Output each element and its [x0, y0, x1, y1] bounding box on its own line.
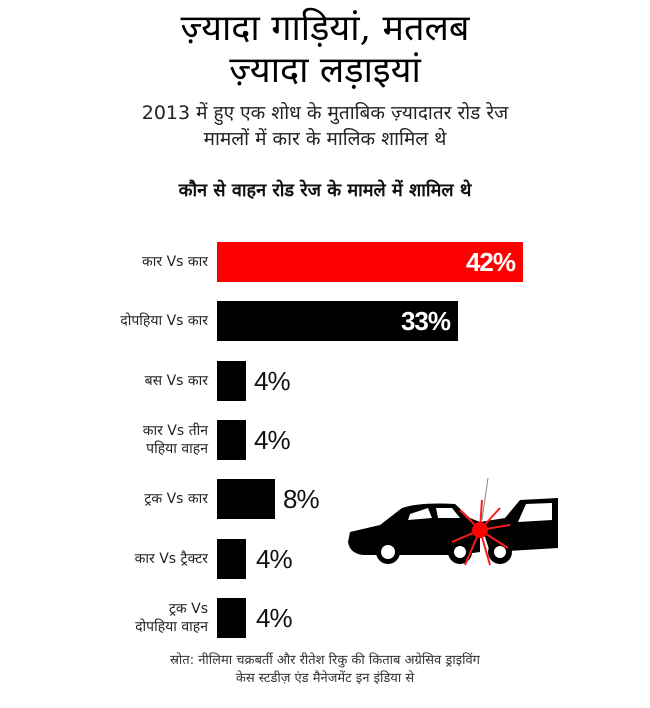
subtitle-line-2: मामलों में कार के मालिक शामिल थे: [203, 128, 447, 150]
bar-two-wheeler-vs-car: 33%: [217, 301, 458, 341]
bar-label: ट्रक Vs कार: [144, 491, 208, 507]
bar-label: बस Vs कार: [144, 373, 208, 389]
headline-line-1: ज़्यादा गाड़ियां, मतलब: [180, 8, 470, 49]
bar-row: कार Vs तीन पहिया वाहन 4%: [0, 420, 650, 460]
bar-row: ट्रक Vs कार 8%: [0, 479, 650, 519]
bar-value: 33%: [400, 306, 451, 336]
bar-row: दोपहिया Vs कार 33%: [0, 301, 650, 341]
source-line-1: स्रोत: नीलिमा चक्रबर्ती और रीतेश रिकु की…: [170, 653, 480, 668]
bar-value: 4%: [254, 366, 291, 396]
bar-car-vs-tractor: [217, 539, 246, 579]
chart-subtitle: 2013 में हुए एक शोध के मुताबिक ज़्यादातर…: [0, 100, 650, 152]
bar-row: बस Vs कार 4%: [0, 361, 650, 401]
bar-value: 42%: [465, 247, 516, 277]
bar-car-vs-car: 42%: [217, 242, 523, 282]
headline-line-2: ज़्यादा लड़ाइयां: [229, 50, 421, 91]
bar-value: 4%: [256, 544, 293, 574]
source-line-2: केस स्टडीज़ एंड मैनेजमेंट इन इंडिया से: [235, 671, 415, 686]
bar-row: ट्रक Vs दोपहिया वाहन 4%: [0, 598, 650, 638]
bar-value: 4%: [256, 603, 293, 633]
bar-truck-vs-two-wheeler: [217, 598, 246, 638]
bar-car-vs-three-wheeler: [217, 420, 246, 460]
subtitle-line-1: 2013 में हुए एक शोध के मुताबिक ज़्यादातर…: [141, 102, 509, 124]
car-crash-icon: [348, 477, 558, 566]
bar-label: कार Vs कार: [142, 254, 208, 270]
bar-bus-vs-car: [217, 361, 246, 401]
chart-title: कौन से वाहन रोड रेज के मामले में शामिल थ…: [178, 180, 472, 201]
bar-row: कार Vs कार 42%: [0, 242, 650, 282]
source-note: स्रोत: नीलिमा चक्रबर्ती और रीतेश रिकु की…: [0, 652, 650, 688]
bar-label: ट्रक Vs दोपहिया वाहन: [135, 601, 208, 635]
bar-value: 4%: [254, 425, 291, 455]
chart-headline: ज़्यादा गाड़ियां, मतलब ज़्यादा लड़ाइयां: [0, 8, 650, 92]
bar-label: कार Vs ट्रैक्टर: [134, 551, 208, 567]
bar-label: कार Vs तीन पहिया वाहन: [142, 423, 208, 457]
bar-truck-vs-car: [217, 479, 275, 519]
bar-label: दोपहिया Vs कार: [120, 313, 208, 329]
bar-value: 8%: [283, 484, 320, 514]
bar-row: कार Vs ट्रैक्टर 4%: [0, 539, 650, 579]
